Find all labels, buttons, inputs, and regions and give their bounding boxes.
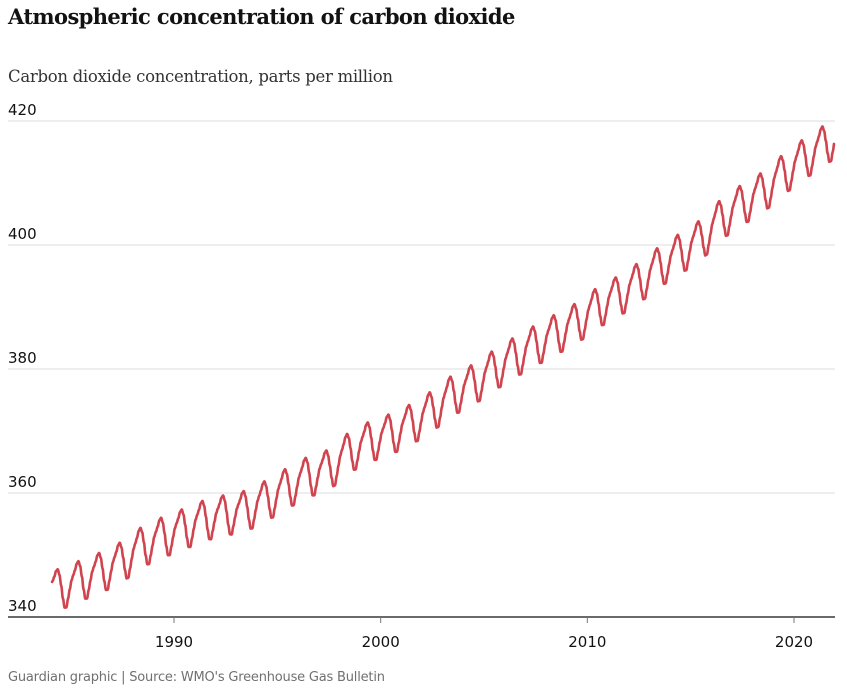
x-axis: 1990 2000 2010 2020 [8,616,835,651]
x-tick-label-2010: 2010 [568,633,606,651]
chart-title: Atmospheric concentration of carbon diox… [8,4,515,29]
series-layer [50,125,836,609]
x-tick-label-1990: 1990 [155,633,193,651]
y-tick-label-380: 380 [8,349,37,367]
gridlines [8,120,835,494]
x-tick-label-2000: 2000 [362,633,400,651]
y-tick-label-400: 400 [8,225,37,243]
source-credit: Guardian graphic | Source: WMO's Greenho… [8,670,385,685]
x-tick-label-2020: 2020 [775,633,813,651]
chart-subtitle: Carbon dioxide concentration, parts per … [8,67,393,86]
y-tick-label-360: 360 [8,473,37,491]
y-axis-ticks: 340 360 380 400 420 [8,101,37,615]
y-tick-label-340: 340 [8,597,37,615]
y-tick-label-420: 420 [8,101,37,119]
series-line-co2 [50,125,836,609]
